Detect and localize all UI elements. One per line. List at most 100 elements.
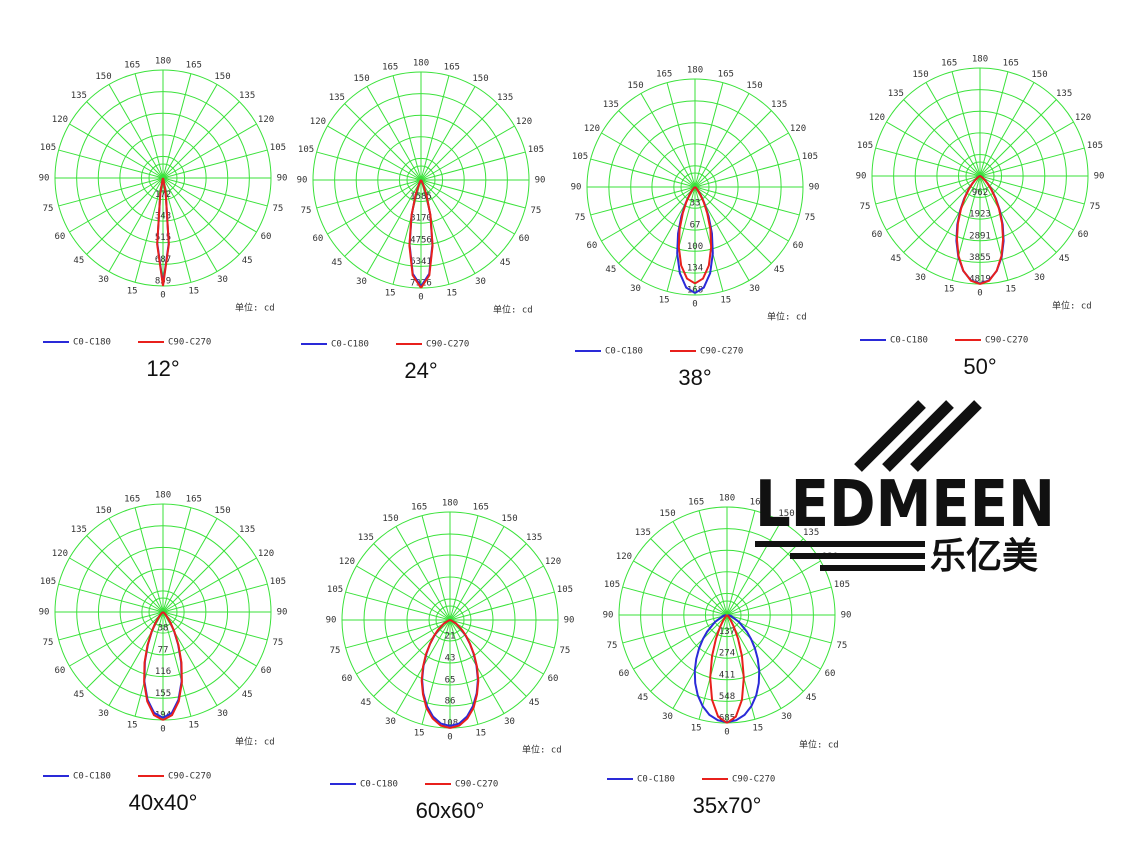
grid-spoke	[420, 75, 450, 181]
logo-stripe	[882, 400, 954, 472]
angle-label: 0	[692, 300, 697, 310]
intensity-curve	[955, 175, 981, 285]
grid-spoke	[694, 110, 772, 188]
legend-label: C0-C180	[360, 780, 398, 790]
grid-spoke	[345, 591, 451, 621]
grid-spoke	[449, 591, 555, 621]
angle-label: 165	[444, 62, 460, 72]
radial-label: 38	[158, 624, 169, 634]
unit-label: 单位: cd	[1052, 300, 1092, 312]
grid-spoke	[162, 177, 257, 233]
grid-spoke	[449, 543, 527, 621]
angle-label: 15	[720, 296, 731, 306]
angle-label: 150	[382, 514, 398, 524]
angle-label: 45	[242, 256, 253, 266]
angle-label: 90	[1094, 172, 1105, 182]
angle-label: 75	[805, 213, 816, 223]
grid-spoke	[694, 186, 724, 292]
grid-spoke	[316, 179, 422, 209]
grid-spoke	[694, 93, 750, 188]
angle-label: 60	[587, 241, 598, 251]
angle-label: 90	[39, 608, 50, 618]
angle-label: 75	[837, 641, 848, 651]
grid-spoke	[694, 158, 800, 188]
grid-spoke	[694, 186, 772, 264]
angle-label: 60	[548, 674, 559, 684]
angle-label: 120	[339, 557, 355, 567]
radial-label: 515	[155, 233, 171, 243]
grid-spoke	[590, 186, 696, 216]
grid-spoke	[69, 611, 164, 667]
grid-spoke	[726, 538, 804, 616]
radial-label: 21	[445, 632, 456, 642]
angle-label: 75	[43, 638, 54, 648]
angle-label: 45	[806, 693, 817, 703]
grid-spoke	[979, 147, 1085, 177]
radial-label: 134	[687, 264, 703, 274]
grid-spoke	[69, 557, 164, 613]
grid-spoke	[420, 179, 498, 257]
angle-label: 90	[39, 174, 50, 184]
grid-spoke	[134, 611, 164, 717]
legend-label: C0-C180	[73, 772, 111, 782]
angle-label: 180	[155, 57, 171, 67]
angle-label: 150	[659, 509, 675, 519]
angle-label: 165	[656, 69, 672, 79]
angle-label: 75	[560, 646, 571, 656]
angle-label: 90	[297, 176, 308, 186]
angle-label: 30	[385, 717, 396, 727]
angle-label: 105	[557, 585, 573, 595]
angle-label: 105	[40, 577, 56, 587]
grid-spoke	[420, 179, 450, 285]
radial-label: 77	[158, 645, 169, 655]
legend-label: C90-C270	[455, 780, 498, 790]
angle-label: 60	[1078, 230, 1089, 240]
angle-label: 15	[127, 287, 138, 297]
grid-spoke	[108, 518, 164, 613]
grid-spoke	[633, 560, 728, 616]
grid-spoke	[392, 179, 422, 285]
grid-spoke	[162, 177, 268, 207]
angle-label: 120	[1075, 113, 1091, 123]
grid-spoke	[162, 507, 192, 613]
angle-label: 120	[52, 549, 68, 559]
intensity-curve	[726, 614, 745, 724]
grid-spoke	[698, 510, 728, 616]
angle-label: 120	[516, 117, 532, 127]
angle-label: 45	[890, 254, 901, 264]
angle-label: 180	[155, 491, 171, 501]
radial-label: 685	[719, 714, 735, 724]
grid-spoke	[601, 132, 696, 188]
angle-label: 75	[531, 206, 542, 216]
charts: 0 15 15 30 30 45 45 60 60 75 75 90 90 105 105 120 120 135…	[39, 55, 1105, 823]
grid-spoke	[622, 614, 728, 644]
grid-spoke	[134, 507, 164, 613]
grid-spoke	[449, 619, 544, 675]
angle-label: 45	[360, 698, 371, 708]
angle-label: 60	[55, 232, 66, 242]
grid-spoke	[618, 110, 696, 188]
grid-spoke	[601, 186, 696, 242]
angle-label: 90	[603, 611, 614, 621]
angle-label: 15	[414, 729, 425, 739]
grid-spoke	[694, 82, 724, 188]
angle-label: 105	[572, 152, 588, 162]
angle-label: 105	[270, 143, 286, 153]
grid-spoke	[86, 535, 164, 613]
angle-label: 165	[718, 69, 734, 79]
unit-label: 单位: cd	[522, 744, 562, 756]
grid-spoke	[726, 614, 756, 720]
angle-label: 90	[841, 611, 852, 621]
radial-label: 86	[445, 697, 456, 707]
grid-spoke	[951, 175, 981, 281]
legend-label: C90-C270	[700, 347, 743, 357]
radial-label: 116	[155, 667, 171, 677]
angle-label: 15	[691, 724, 702, 734]
unit-label: 单位: cd	[235, 302, 275, 314]
angle-label: 45	[529, 698, 540, 708]
angle-label: 120	[52, 115, 68, 125]
angle-label: 15	[385, 289, 396, 299]
angle-label: 0	[160, 291, 165, 301]
angle-label: 165	[1003, 58, 1019, 68]
angle-label: 15	[659, 296, 670, 306]
